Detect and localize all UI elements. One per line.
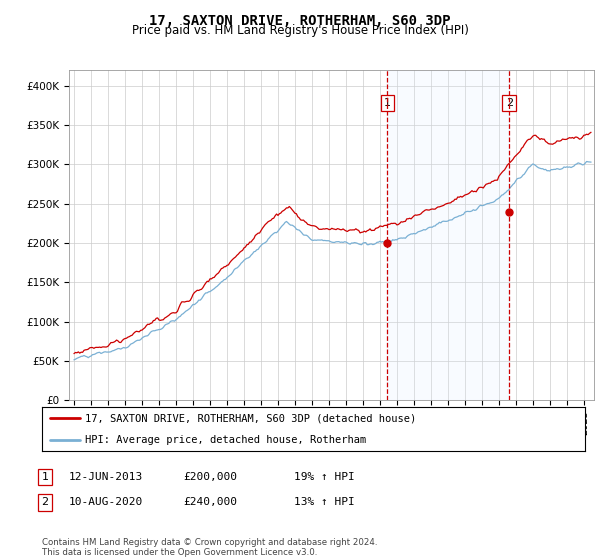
Text: 2: 2 [41,497,49,507]
Text: 2: 2 [506,98,513,108]
Text: 13% ↑ HPI: 13% ↑ HPI [294,497,355,507]
Text: HPI: Average price, detached house, Rotherham: HPI: Average price, detached house, Roth… [85,435,367,445]
Text: 1: 1 [41,472,49,482]
Text: 17, SAXTON DRIVE, ROTHERHAM, S60 3DP: 17, SAXTON DRIVE, ROTHERHAM, S60 3DP [149,14,451,28]
Text: Price paid vs. HM Land Registry's House Price Index (HPI): Price paid vs. HM Land Registry's House … [131,24,469,37]
Text: £240,000: £240,000 [183,497,237,507]
Text: £200,000: £200,000 [183,472,237,482]
Text: 1: 1 [384,98,391,108]
Text: 19% ↑ HPI: 19% ↑ HPI [294,472,355,482]
Bar [388,70,509,400]
Text: Contains HM Land Registry data © Crown copyright and database right 2024.
This d: Contains HM Land Registry data © Crown c… [42,538,377,557]
Text: 17, SAXTON DRIVE, ROTHERHAM, S60 3DP (detached house): 17, SAXTON DRIVE, ROTHERHAM, S60 3DP (de… [85,413,416,423]
Text: 10-AUG-2020: 10-AUG-2020 [69,497,143,507]
Text: 12-JUN-2013: 12-JUN-2013 [69,472,143,482]
